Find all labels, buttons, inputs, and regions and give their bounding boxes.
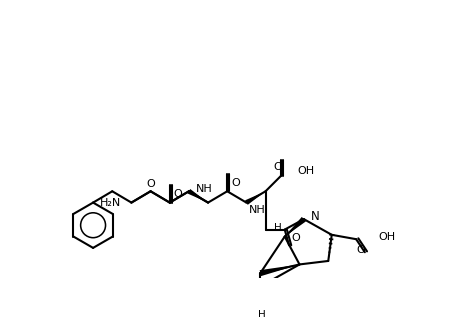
Text: O: O [292,233,300,243]
Text: O: O [173,189,182,199]
Text: N: N [311,210,320,223]
Text: OH: OH [378,232,395,243]
Text: NH: NH [196,184,212,194]
Polygon shape [260,264,300,276]
Text: O: O [146,179,155,189]
Text: O: O [273,162,282,172]
Polygon shape [245,191,266,205]
Text: H: H [274,223,282,233]
Text: H: H [258,310,266,317]
Text: OH: OH [297,166,314,176]
Text: NH: NH [249,205,266,216]
Polygon shape [284,217,306,236]
Polygon shape [187,189,208,203]
Text: O: O [232,178,240,188]
Text: H₂N: H₂N [100,197,121,208]
Text: O: O [356,245,365,255]
